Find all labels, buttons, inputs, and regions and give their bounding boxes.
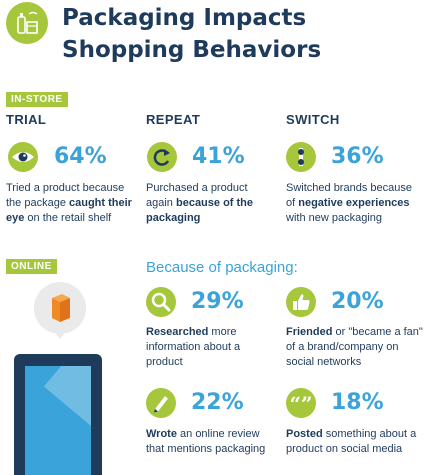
trial-heading: TRIAL <box>6 112 47 127</box>
switch-description: Switched brands because of negative expe… <box>286 182 412 224</box>
title-line-1: Packaging Impacts <box>62 5 307 31</box>
friended-percent: 20% <box>331 289 384 314</box>
researched-percent: 29% <box>191 289 244 314</box>
repeat-percent: 41% <box>192 144 245 169</box>
posted-percent: 18% <box>331 390 384 415</box>
title-line-2: Shopping Behaviors <box>62 37 322 63</box>
because-of-packaging-heading: Because of packaging: <box>146 259 298 276</box>
tablet-glare <box>43 366 91 432</box>
thumbs-up-icon <box>286 287 316 317</box>
shopping-products-icon <box>6 2 48 44</box>
switch-icon <box>286 142 316 172</box>
tablet-illustration <box>14 354 102 475</box>
wrote-percent: 22% <box>191 390 244 415</box>
tablet-screen <box>25 366 91 475</box>
trial-description: Tried a product because the package caug… <box>6 182 132 224</box>
switch-heading: SWITCH <box>286 112 340 127</box>
posted-description: Posted something about a product on soci… <box>286 428 417 455</box>
pencil-icon <box>146 388 176 418</box>
eye-icon <box>8 142 38 172</box>
repeat-heading: REPEAT <box>146 112 201 127</box>
online-tag: ONLINE <box>6 259 57 274</box>
wrote-description: Wrote an online review that mentions pac… <box>146 428 266 455</box>
repeat-description: Purchased a product again because of the… <box>146 182 254 224</box>
quote-icon: “” <box>286 388 316 418</box>
page-title: Packaging Impacts Shopping Behaviors <box>62 2 422 66</box>
researched-description: Researched more information about a prod… <box>146 326 241 368</box>
magnifier-icon <box>146 287 176 317</box>
repeat-arrow-icon <box>147 142 177 172</box>
trial-percent: 64% <box>54 144 107 169</box>
instore-tag: IN-STORE <box>6 92 68 107</box>
speech-bubble-tail <box>52 329 68 339</box>
package-box-icon <box>52 294 70 322</box>
svg-text:“”: “” <box>289 392 312 416</box>
friended-description: Friended or "became a fan" of a brand/co… <box>286 326 423 368</box>
switch-percent: 36% <box>331 144 384 169</box>
